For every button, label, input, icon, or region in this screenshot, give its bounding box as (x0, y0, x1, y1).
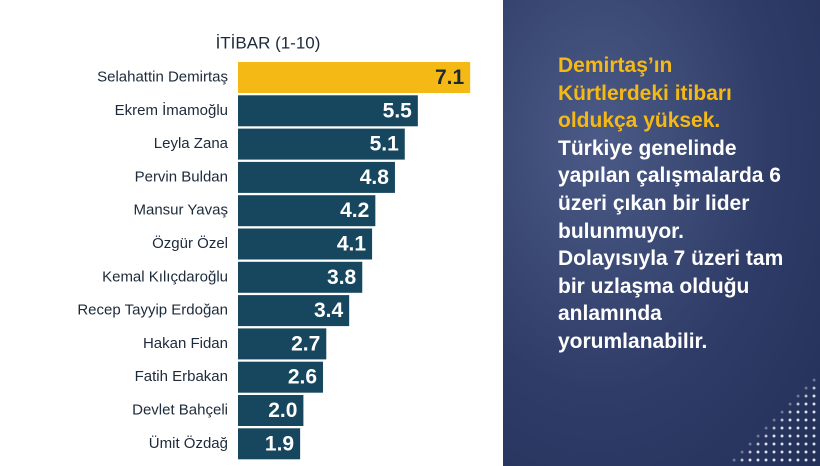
value-label: 4.8 (360, 166, 390, 189)
value-label: 4.1 (337, 233, 367, 256)
bar (238, 295, 350, 327)
dot-pattern (730, 376, 820, 466)
bar (238, 161, 395, 193)
category-label: Hakan Fidan (143, 335, 228, 352)
bar (238, 128, 405, 160)
category-label: Leyla Zana (154, 135, 229, 152)
value-label: 3.4 (314, 299, 344, 322)
panel-text: Demirtaş’ın Kürtlerdeki itibarı oldukça … (558, 52, 788, 356)
category-label: Pervin Buldan (135, 168, 228, 185)
bar (238, 62, 471, 93)
bar (238, 328, 327, 360)
value-label: 4.2 (340, 199, 369, 222)
category-label: Ümit Özdağ (149, 434, 228, 452)
text-panel: Demirtaş’ın Kürtlerdeki itibarı oldukça … (503, 0, 820, 466)
category-label: Fatih Erbakan (135, 368, 228, 385)
category-label: Kemal Kılıçdaroğlu (102, 268, 228, 285)
bar (238, 361, 324, 393)
body-text: Türkiye genelinde yapılan çalışmalarda 6… (558, 136, 784, 353)
category-label: Özgür Özel (152, 234, 228, 252)
category-label: Ekrem İmamoğlu (115, 101, 228, 119)
value-label: 2.0 (268, 399, 297, 422)
bar (238, 228, 373, 260)
value-label: 2.6 (288, 366, 317, 389)
bar (238, 395, 304, 426)
chart-title: İTİBAR (1-10) (216, 33, 321, 52)
bar (238, 95, 418, 127)
value-label: 5.5 (383, 99, 413, 122)
value-label: 1.9 (265, 432, 294, 455)
value-label: 2.7 (291, 332, 320, 355)
category-label: Selahattin Demirtaş (97, 68, 228, 85)
bar (238, 428, 301, 460)
value-label: 7.1 (435, 66, 465, 89)
value-label: 3.8 (327, 266, 357, 289)
headline: Demirtaş’ın Kürtlerdeki itibarı oldukça … (558, 54, 732, 133)
category-label: Recep Tayyip Erdoğan (77, 302, 228, 319)
category-label: Devlet Bahçeli (132, 401, 228, 418)
bar (238, 261, 363, 293)
value-label: 5.1 (370, 133, 400, 156)
chart: İTİBAR (1-10) Selahattin Demirtaş 7.1 Ekre… (77, 33, 471, 460)
bar (238, 195, 376, 227)
category-label: Mansur Yavaş (134, 202, 229, 219)
